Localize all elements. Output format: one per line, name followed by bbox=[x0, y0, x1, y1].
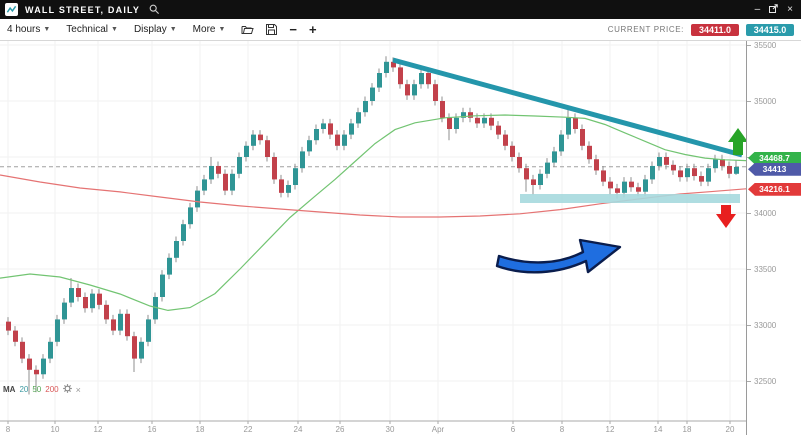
minimize-button[interactable]: – bbox=[754, 3, 761, 15]
chart-title: WALL STREET, DAILY bbox=[25, 4, 141, 15]
y-axis-tick bbox=[747, 325, 751, 326]
y-axis-tick bbox=[747, 45, 751, 46]
grid-layer bbox=[0, 41, 746, 421]
price-axis-tag: 34216.1 bbox=[748, 182, 801, 196]
svg-text:Apr: Apr bbox=[432, 425, 445, 434]
y-axis-tick bbox=[747, 381, 751, 382]
svg-text:8: 8 bbox=[6, 425, 11, 434]
window-titlebar: WALL STREET, DAILY – × bbox=[0, 0, 801, 19]
down-arrow-annotation[interactable] bbox=[716, 205, 736, 228]
blue-curved-arrow-annotation[interactable] bbox=[495, 238, 622, 274]
zoom-in-button[interactable]: + bbox=[309, 22, 317, 37]
svg-text:6: 6 bbox=[511, 425, 516, 434]
ma-period-200: 200 bbox=[45, 385, 59, 394]
display-dropdown[interactable]: Display ▼ bbox=[133, 24, 177, 35]
y-axis-tick-label: 34000 bbox=[754, 209, 777, 218]
chart-canvas[interactable]: 8 10 12 16 18 22 24 26 30 Apr 6 8 12 14 18 20 bbox=[0, 41, 746, 435]
ma-period-50: 50 bbox=[32, 385, 42, 394]
sell-price-badge: 34411.0 bbox=[691, 23, 739, 36]
zoom-out-button[interactable]: − bbox=[289, 22, 297, 37]
y-axis-tick-label: 33000 bbox=[754, 321, 777, 330]
timeframe-dropdown[interactable]: 4 hours ▼ bbox=[7, 24, 51, 35]
ma-label: MA bbox=[3, 385, 16, 394]
close-button[interactable]: × bbox=[787, 3, 793, 15]
save-icon[interactable] bbox=[266, 24, 278, 35]
y-axis-tick-label: 33500 bbox=[754, 265, 777, 274]
svg-text:22: 22 bbox=[244, 425, 253, 434]
search-icon[interactable] bbox=[149, 4, 160, 15]
support-zone-drawing[interactable] bbox=[520, 194, 740, 203]
current-price-label: CURRENT PRICE: bbox=[607, 25, 684, 34]
y-axis-tick bbox=[747, 213, 751, 214]
price-axis[interactable]: 3550035000345003400033500330003250034468… bbox=[746, 41, 801, 435]
trendline-drawing[interactable] bbox=[392, 57, 743, 158]
ma-indicator-legend: MA 20 50 200 × bbox=[3, 384, 81, 395]
chevron-down-icon: ▼ bbox=[169, 26, 177, 33]
candles-layer bbox=[6, 56, 739, 395]
svg-text:8: 8 bbox=[560, 425, 565, 434]
svg-text:18: 18 bbox=[196, 425, 205, 434]
svg-text:20: 20 bbox=[726, 425, 735, 434]
y-axis-tick bbox=[747, 269, 751, 270]
svg-text:18: 18 bbox=[683, 425, 692, 434]
price-axis-tag: 34413 bbox=[748, 162, 801, 176]
chevron-down-icon: ▼ bbox=[218, 26, 226, 33]
svg-text:10: 10 bbox=[51, 425, 60, 434]
chart-toolbar: 4 hours ▼ Technical ▼ Display ▼ More ▼ − + C… bbox=[0, 19, 801, 41]
popout-icon[interactable] bbox=[769, 3, 778, 16]
svg-text:12: 12 bbox=[606, 425, 615, 434]
open-folder-icon[interactable] bbox=[241, 24, 255, 35]
indicator-settings-gear-icon[interactable] bbox=[62, 384, 72, 395]
remove-indicator-icon[interactable]: × bbox=[75, 384, 81, 395]
buy-price-badge: 34415.0 bbox=[746, 23, 794, 36]
price-axis-tag: 34468.7 bbox=[748, 151, 801, 165]
y-axis-tick bbox=[747, 101, 751, 102]
svg-text:26: 26 bbox=[336, 425, 345, 434]
chevron-down-icon: ▼ bbox=[111, 26, 118, 33]
ma-period-20: 20 bbox=[19, 385, 29, 394]
svg-text:16: 16 bbox=[148, 425, 157, 434]
svg-text:24: 24 bbox=[294, 425, 303, 434]
up-arrow-annotation[interactable] bbox=[728, 128, 746, 155]
svg-text:14: 14 bbox=[654, 425, 663, 434]
app-logo-icon bbox=[5, 3, 18, 16]
more-dropdown[interactable]: More ▼ bbox=[192, 24, 226, 35]
chart-area: 8 10 12 16 18 22 24 26 30 Apr 6 8 12 14 18 20 35500 3500… bbox=[0, 41, 801, 435]
y-axis-tick-label: 35500 bbox=[754, 41, 777, 50]
svg-text:12: 12 bbox=[94, 425, 103, 434]
svg-text:30: 30 bbox=[386, 425, 395, 434]
x-axis[interactable]: 8 10 12 16 18 22 24 26 30 Apr 6 8 12 14 18 20 bbox=[0, 420, 746, 434]
y-axis-tick-label: 35000 bbox=[754, 97, 777, 106]
chevron-down-icon: ▼ bbox=[43, 26, 51, 33]
y-axis-tick-label: 32500 bbox=[754, 377, 777, 386]
technical-dropdown[interactable]: Technical ▼ bbox=[66, 24, 118, 35]
